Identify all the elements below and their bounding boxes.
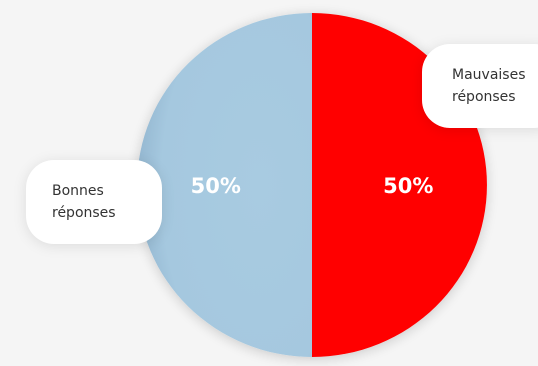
slice-value-label-mauvaises-reponses: 50% (383, 174, 433, 198)
pie-slice-bonnes-reponses (137, 13, 312, 357)
legend-label-bonnes-reponses: Bonnes réponses (26, 160, 162, 244)
legend-text-good: Bonnes réponses (52, 183, 116, 221)
legend-label-mauvaises-reponses: Mauvaises réponses (422, 44, 538, 128)
slice-value-label-bonnes-reponses: 50% (191, 174, 241, 198)
legend-text-bad: Mauvaises réponses (452, 67, 526, 105)
